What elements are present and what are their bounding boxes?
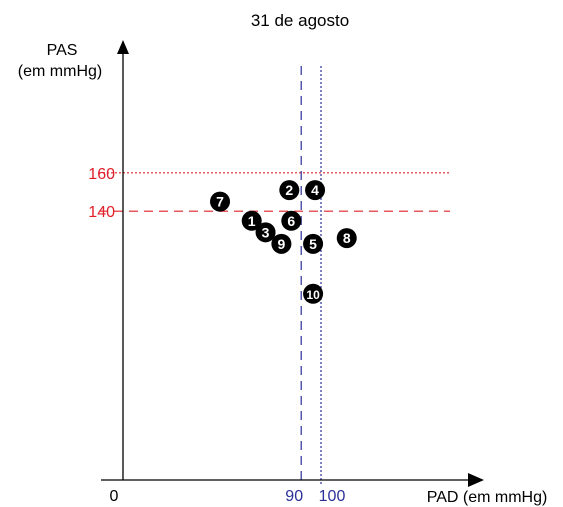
y-axis-label-line2: (em mmHg) xyxy=(18,63,102,80)
point-marker-1 xyxy=(241,210,262,231)
point-5: 5 xyxy=(303,233,324,254)
axes xyxy=(101,40,484,487)
y-axis-label-line1: PAS xyxy=(47,42,78,59)
point-label-9: 9 xyxy=(278,236,286,252)
y-axis-arrow xyxy=(117,40,129,54)
data-points: 1 2 3 4 56 7 8 9 10 xyxy=(210,180,357,304)
ref-label-pas-160: 160 xyxy=(88,166,115,183)
ref-label-pas-140: 140 xyxy=(88,204,115,221)
point-label-10: 10 xyxy=(306,288,320,302)
point-9: 9 xyxy=(271,233,292,254)
x-axis-arrow xyxy=(468,473,484,487)
point-marker-3 xyxy=(255,222,276,243)
ref-label-pad-90: 90 xyxy=(285,488,303,505)
point-label-3: 3 xyxy=(262,224,270,240)
point-label-5: 5 xyxy=(309,236,317,252)
origin-label: 0 xyxy=(110,488,119,505)
ref-label-pad-100: 100 xyxy=(319,488,346,505)
point-label-6: 6 xyxy=(287,213,295,229)
chart-title: 31 de agosto xyxy=(251,11,349,30)
point-label-4: 4 xyxy=(311,182,319,198)
point-6: 6 xyxy=(281,210,302,231)
point-label-8: 8 xyxy=(343,230,351,246)
point-label-2: 2 xyxy=(285,182,293,198)
point-1: 1 xyxy=(241,210,262,231)
point-10: 10 xyxy=(303,283,324,304)
x-axis-label: PAD (em mmHg) xyxy=(427,489,548,506)
point-marker-2 xyxy=(279,180,300,201)
point-2: 2 xyxy=(279,180,300,201)
point-label-1: 1 xyxy=(248,213,256,229)
point-marker-9 xyxy=(271,233,292,254)
point-marker-8 xyxy=(336,228,357,249)
point-marker-5 xyxy=(303,233,324,254)
point-8: 8 xyxy=(336,228,357,249)
point-3: 3 xyxy=(255,222,276,243)
point-4: 4 xyxy=(305,180,326,201)
point-marker-7 xyxy=(210,191,231,212)
point-marker-10 xyxy=(303,283,324,304)
point-label-7: 7 xyxy=(216,194,224,210)
point-7: 7 xyxy=(210,191,231,212)
point-marker-6 xyxy=(281,210,302,231)
point-marker-4 xyxy=(305,180,326,201)
